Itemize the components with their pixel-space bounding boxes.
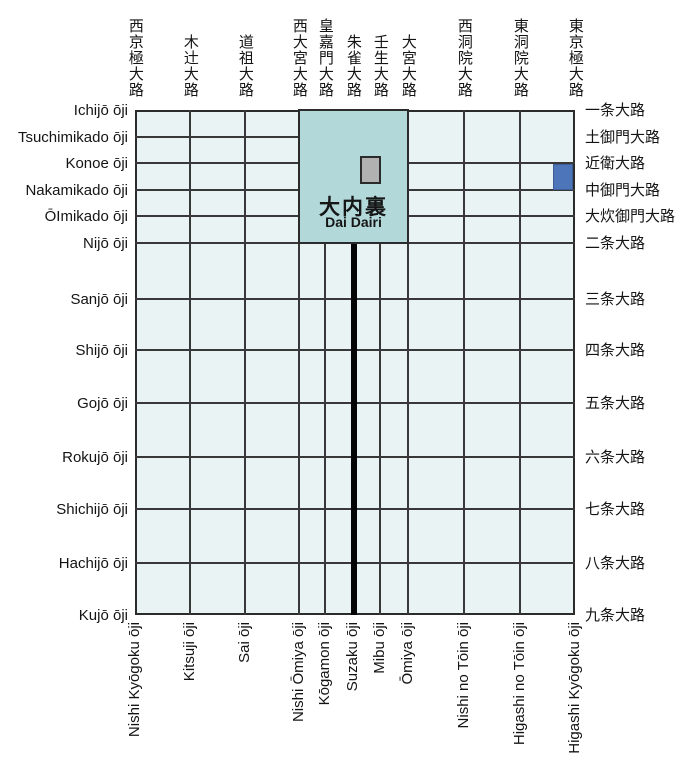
top-label-higashi-kyogoku: 東京極大路 (566, 18, 584, 98)
street-line-kogamon (324, 243, 326, 615)
street-line-nishi-omiya (298, 110, 300, 615)
street-line-tsuchimikado-west (135, 136, 299, 138)
street-line-nishi-no-toin (463, 110, 465, 615)
top-label-omiya: 大宮大路 (399, 34, 417, 98)
bottom-label-suzaku: Suzaku ōji (344, 622, 361, 692)
left-label-sanjo: Sanjō ōji (70, 291, 128, 308)
left-label-kujo: Kujō ōji (78, 607, 128, 624)
left-label-shichijo: Shichijō ōji (56, 501, 128, 518)
bottom-label-sai: Sai ōji (236, 622, 253, 663)
top-label-kitsuji: 木辻大路 (181, 34, 199, 98)
top-label-kogamon: 皇嘉門大路 (316, 18, 334, 98)
palace-label-en: Dai Dairi (325, 214, 382, 230)
right-label-rokujo: 六条大路 (585, 449, 646, 466)
top-label-nishi-omiya: 西大宮大路 (290, 18, 308, 98)
top-label-mibu: 壬生大路 (371, 34, 389, 98)
street-line-oimikado-east (408, 215, 575, 217)
right-label-sanjo: 三条大路 (585, 291, 646, 308)
left-label-shijo: Shijō ōji (75, 342, 128, 359)
left-label-tsuchimikado: Tsuchimikado ōji (17, 129, 128, 146)
top-label-nishi-kyogoku: 西京極大路 (126, 18, 144, 98)
right-label-oimikado: 大炊御門大路 (585, 208, 676, 225)
bottom-label-higashi-no-toin: Higashi no Tōin ōji (511, 622, 528, 746)
top-label-sai: 道祖大路 (236, 34, 254, 98)
right-label-ichijo: 一条大路 (585, 102, 646, 119)
left-label-konoe: Konoe ōji (65, 155, 128, 172)
right-label-shijo: 四条大路 (585, 342, 646, 359)
bottom-label-omiya: Ōmiya ōji (399, 622, 416, 685)
top-label-suzaku: 朱雀大路 (344, 34, 362, 98)
bottom-label-kitsuji: Kitsuji ōji (181, 622, 198, 682)
street-line-kitsuji (189, 110, 191, 615)
right-label-nakamikado: 中御門大路 (585, 182, 661, 199)
top-label-nishi-no-toin: 西洞院大路 (455, 18, 473, 98)
bottom-label-kogamon: Kōgamon ōji (316, 622, 333, 706)
highlight-block (553, 164, 573, 190)
street-line-oimikado-west (135, 215, 299, 217)
left-label-nijo: Nijō ōji (82, 235, 128, 252)
left-label-ichijo: Ichijō ōji (73, 102, 128, 119)
bottom-label-nishi-no-toin: Nishi no Tōin ōji (455, 622, 472, 729)
bottom-label-mibu: Mibu ōji (371, 622, 388, 674)
top-label-higashi-no-toin: 東洞院大路 (511, 18, 529, 98)
right-label-nijo: 二条大路 (585, 235, 646, 252)
bottom-label-nishi-omiya: Nishi Ōmiya ōji (290, 622, 307, 723)
left-label-oimikado: ŌImikado ōji (44, 208, 128, 225)
right-label-tsuchimikado: 土御門大路 (585, 129, 661, 146)
street-line-nakamikado-west (135, 189, 299, 191)
left-label-hachijo: Hachijō ōji (58, 555, 128, 572)
right-label-shichijo: 七条大路 (585, 501, 646, 518)
street-line-nakamikado-east (408, 189, 575, 191)
street-line-konoe-west (135, 162, 299, 164)
left-label-nakamikado: Nakamikado ōji (25, 182, 128, 199)
suzaku-avenue-line (351, 243, 357, 615)
palace-block (298, 109, 409, 244)
street-line-omiya (407, 110, 409, 615)
right-label-gojo: 五条大路 (585, 395, 646, 412)
street-line-mibu (379, 243, 381, 615)
left-label-rokujo: Rokujō ōji (62, 449, 128, 466)
palace-label-jp: 大内裏 (319, 196, 388, 219)
right-label-kujo: 九条大路 (585, 607, 646, 624)
left-label-gojo: Gojō ōji (77, 395, 128, 412)
street-line-higashi-no-toin (519, 110, 521, 615)
street-line-sai (244, 110, 246, 615)
street-line-konoe-east (408, 162, 575, 164)
bottom-label-higashi-kyogoku: Higashi Kyōgoku ōji (566, 622, 583, 754)
right-label-hachijo: 八条大路 (585, 555, 646, 572)
dairi-marker (360, 156, 381, 184)
bottom-label-nishi-kyogoku: Nishi Kyōgoku ōji (126, 622, 143, 738)
right-label-konoe: 近衛大路 (585, 155, 646, 172)
